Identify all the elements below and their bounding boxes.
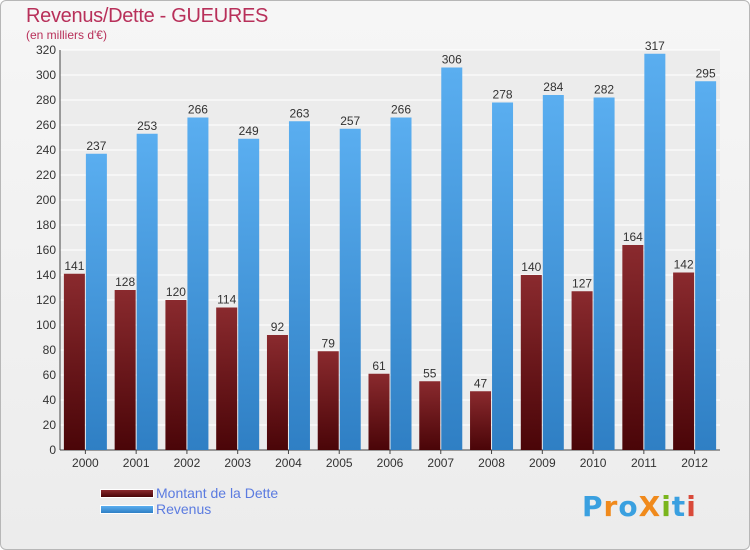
data-label: 55 [423,366,437,380]
data-label: 140 [521,260,541,274]
logo-letter: r [603,490,619,523]
y-tick-label: 160 [36,243,56,257]
bar-dette [266,335,288,450]
data-label: 164 [623,230,643,244]
logo-letter: P [582,490,604,523]
x-tick-label: 2012 [681,456,708,470]
logo-letter: X [638,490,662,523]
data-label: 266 [391,103,411,117]
bar-revenus [339,128,361,450]
y-tick-label: 0 [49,443,56,457]
data-label: 317 [645,39,665,53]
bar-revenus [593,97,615,450]
bar-dette [114,290,136,450]
bar-dette [63,273,85,450]
logo-letter: o [618,490,639,523]
y-tick-label: 40 [43,393,57,407]
bar-revenus [644,53,666,450]
x-tick-label: 2000 [72,456,99,470]
data-label: 114 [217,293,236,307]
x-tick-label: 2006 [377,456,404,470]
bar-revenus [136,133,158,450]
y-tick-label: 20 [43,418,57,432]
x-tick-label: 2008 [478,456,505,470]
bar-dette [216,307,238,450]
y-tick-label: 60 [43,368,57,382]
y-tick-label: 260 [36,118,56,132]
data-label: 263 [289,106,309,120]
data-label: 282 [594,83,614,97]
bar-revenus [492,102,514,450]
data-label: 284 [543,80,563,94]
data-label: 127 [572,276,592,290]
data-label: 142 [674,258,694,272]
data-label: 61 [372,359,386,373]
x-tick-label: 2001 [123,456,150,470]
bar-revenus [441,67,463,450]
data-label: 295 [696,66,716,80]
legend-swatch-revenus [100,505,154,514]
y-tick-label: 180 [36,218,56,232]
data-label: 249 [239,124,259,138]
legend-label-revenus: Revenus [156,501,212,517]
data-label: 266 [188,103,208,117]
bar-dette [419,381,441,450]
proxiti-logo: ProXiti [582,490,697,523]
bar-revenus [288,121,310,450]
y-tick-label: 140 [36,268,56,282]
data-label: 47 [474,376,488,390]
bar-dette [368,373,390,450]
data-label: 92 [271,320,285,334]
y-tick-label: 280 [36,93,56,107]
y-tick-label: 100 [36,318,56,332]
data-label: 141 [64,259,84,273]
data-label: 79 [322,336,336,350]
y-tick-label: 320 [36,43,56,57]
bar-dette [470,391,492,450]
x-tick-label: 2011 [631,456,657,470]
bar-dette [317,351,339,450]
bar-dette [520,275,542,450]
bar-dette [165,300,187,450]
legend-swatch-dette [100,489,154,498]
chart-title: Revenus/Dette - GUEURES [26,5,269,27]
x-tick-label: 2010 [580,456,607,470]
data-label: 306 [442,53,462,67]
x-tick-label: 2002 [174,456,201,470]
bar-revenus [85,153,107,450]
bar-dette [622,245,644,450]
y-tick-label: 80 [43,343,57,357]
data-label: 128 [115,275,135,289]
x-tick-label: 2009 [529,456,556,470]
logo-letter: i [661,490,672,523]
bar-revenus [390,117,412,450]
bar-revenus [695,81,717,450]
x-tick-label: 2005 [326,456,353,470]
y-tick-label: 300 [36,68,56,82]
bar-dette [571,291,593,450]
y-tick-label: 120 [36,293,56,307]
logo-letter: i [686,490,697,523]
bar-revenus [542,95,564,450]
logo-letter: t [671,490,687,523]
data-label: 257 [340,114,360,128]
chart-subtitle: (en milliers d'€) [26,28,107,42]
bar-revenus [187,117,209,450]
y-tick-label: 200 [36,193,56,207]
bar-revenus [238,138,260,450]
bar-dette [673,272,695,450]
data-label: 237 [86,139,106,153]
x-tick-label: 2007 [427,456,454,470]
y-tick-label: 220 [36,168,56,182]
x-tick-label: 2004 [275,456,302,470]
data-label: 278 [493,88,513,102]
y-tick-label: 240 [36,143,56,157]
x-tick-label: 2003 [224,456,251,470]
data-label: 120 [166,285,186,299]
data-label: 253 [137,119,157,133]
legend-label-dette: Montant de la Dette [156,485,279,501]
